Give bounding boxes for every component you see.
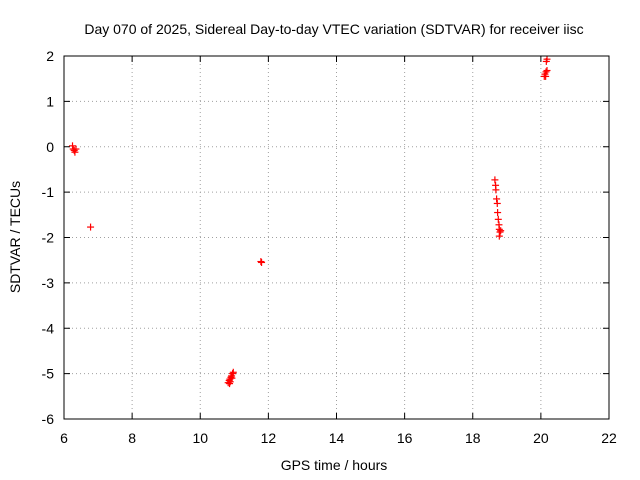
data-point xyxy=(494,215,502,223)
data-point xyxy=(492,186,500,194)
x-tick-label: 22 xyxy=(601,430,617,446)
y-tick-label: -3 xyxy=(42,275,55,291)
data-point xyxy=(495,232,503,240)
x-tick-label: 18 xyxy=(465,430,481,446)
x-tick-labels: 6 8 10 12 14 16 18 20 22 xyxy=(60,430,617,446)
data-point xyxy=(491,176,499,184)
y-tick-label: -1 xyxy=(42,184,55,200)
x-tick-label: 20 xyxy=(533,430,549,446)
data-point xyxy=(227,373,235,381)
x-tick-label: 8 xyxy=(128,430,136,446)
data-point xyxy=(543,55,551,63)
chart-title: Day 070 of 2025, Sidereal Day-to-day VTE… xyxy=(84,21,583,37)
data-point xyxy=(494,209,502,217)
data-point xyxy=(229,370,237,378)
y-tick-label: -6 xyxy=(42,411,55,427)
x-tick-label: 12 xyxy=(261,430,277,446)
data-point xyxy=(258,258,266,266)
y-tick-label: 1 xyxy=(46,93,54,109)
data-point xyxy=(496,228,504,236)
data-point xyxy=(493,195,501,203)
data-point xyxy=(226,380,234,388)
data-point xyxy=(229,368,237,376)
data-point xyxy=(87,223,95,231)
data-point xyxy=(69,142,77,150)
y-tick-label: 2 xyxy=(46,48,54,64)
y-tick-label: -5 xyxy=(42,366,55,382)
data-point xyxy=(542,72,550,80)
x-tick-label: 14 xyxy=(329,430,345,446)
data-point xyxy=(543,67,551,75)
y-axis-label: SDTVAR / TECUs xyxy=(7,181,23,293)
data-points xyxy=(69,55,551,388)
plot-frame xyxy=(63,55,610,420)
x-axis-label: GPS time / hours xyxy=(281,457,388,473)
y-tick-label: -4 xyxy=(42,320,55,336)
data-point xyxy=(71,148,79,156)
data-point xyxy=(497,227,505,235)
data-point xyxy=(493,199,501,207)
data-point xyxy=(72,145,80,153)
y-tick-labels: -6 -5 -4 -3 -2 -1 0 1 2 xyxy=(42,48,55,427)
x-tick-label: 10 xyxy=(192,430,208,446)
y-tick-label: -2 xyxy=(42,230,55,246)
grid-lines xyxy=(64,56,609,419)
x-tick-label: 6 xyxy=(60,430,68,446)
data-point xyxy=(257,258,265,266)
y-tick-label: 0 xyxy=(46,139,54,155)
x-tick-label: 16 xyxy=(397,430,413,446)
data-point xyxy=(70,146,78,154)
data-point xyxy=(228,374,236,382)
